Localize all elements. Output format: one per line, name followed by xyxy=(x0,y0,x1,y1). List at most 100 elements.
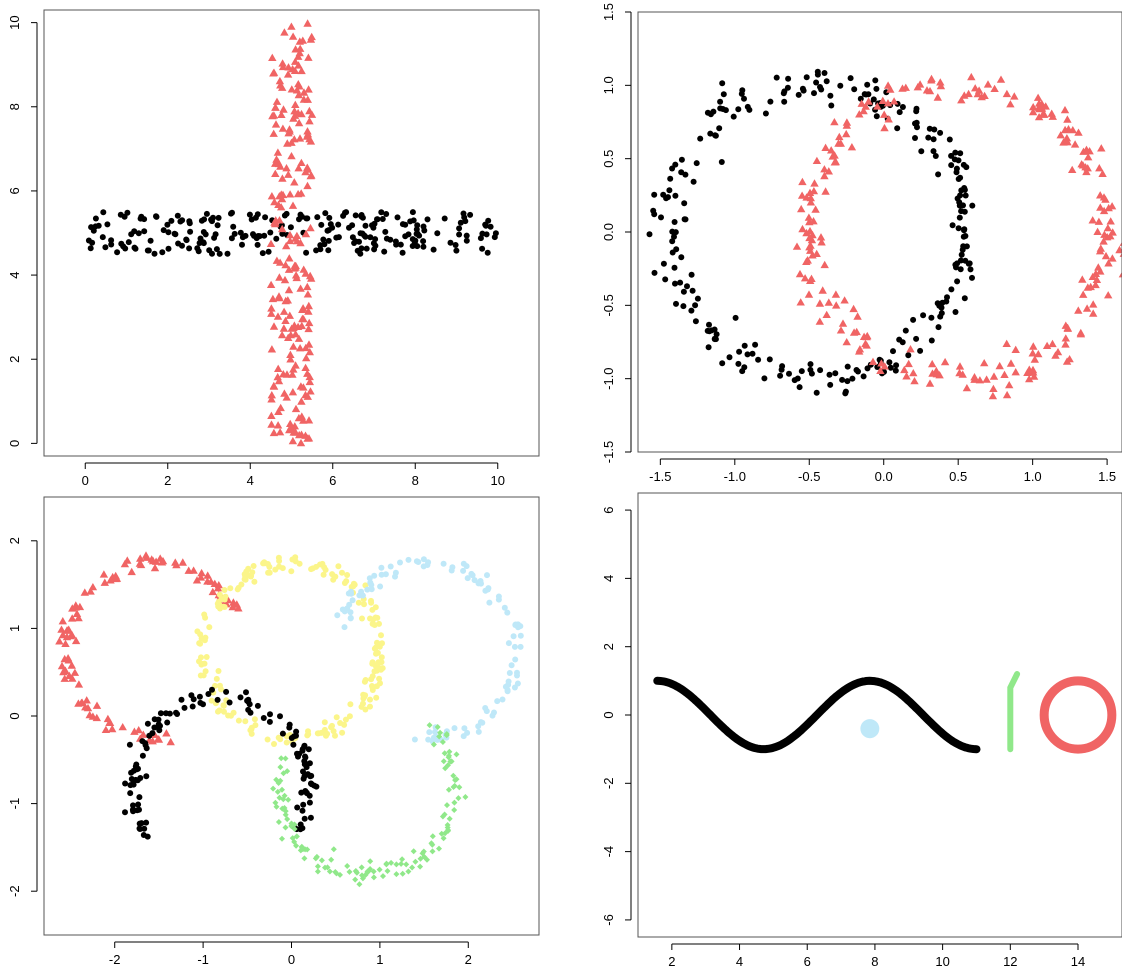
data-point-63 xyxy=(1056,131,1065,139)
data-point-80 xyxy=(1119,241,1122,246)
data-point-41 xyxy=(403,861,410,868)
data-point-221 xyxy=(327,221,334,228)
data-point-95 xyxy=(298,304,308,312)
data-point-179 xyxy=(144,247,151,254)
data-point-193 xyxy=(298,36,307,44)
data-point-186 xyxy=(281,212,288,219)
data-point-52 xyxy=(85,710,94,719)
red-ring xyxy=(1039,676,1117,754)
data-point-104 xyxy=(264,736,271,743)
data-point-58 xyxy=(288,822,295,829)
data-point-100 xyxy=(913,335,920,342)
data-point-74 xyxy=(443,731,450,737)
data-point-154 xyxy=(290,135,299,143)
data-point-22 xyxy=(99,570,109,578)
data-point-191 xyxy=(805,188,815,196)
data-point-67 xyxy=(450,784,457,790)
data-point-44 xyxy=(952,149,959,156)
data-point-126 xyxy=(872,77,879,84)
data-point-189 xyxy=(304,732,311,739)
data-point-94 xyxy=(305,117,314,125)
data-point-28 xyxy=(364,586,371,593)
data-point-225 xyxy=(1074,306,1083,314)
data-point-214 xyxy=(414,230,421,237)
data-point-64 xyxy=(953,264,959,271)
green-segment xyxy=(1007,671,1021,753)
data-point-173 xyxy=(286,355,295,363)
data-point-2 xyxy=(384,868,391,874)
data-point-70 xyxy=(946,136,953,143)
data-point-65 xyxy=(397,559,403,566)
data-point-24 xyxy=(214,696,221,703)
data-point-103 xyxy=(393,871,400,878)
data-point-175 xyxy=(381,248,388,255)
data-point-202 xyxy=(462,218,469,225)
data-point-136 xyxy=(932,153,939,159)
data-point-99 xyxy=(103,714,113,723)
data-point-29 xyxy=(706,321,712,328)
data-point-45 xyxy=(228,602,237,611)
data-point-27 xyxy=(285,254,294,262)
data-point-57 xyxy=(201,660,208,667)
data-point-36 xyxy=(931,126,938,133)
data-point-24 xyxy=(325,247,332,254)
data-point-79 xyxy=(197,568,206,577)
data-point-53 xyxy=(1002,339,1011,347)
data-point-142 xyxy=(957,150,964,157)
data-point-188 xyxy=(795,91,802,98)
data-point-76 xyxy=(651,269,658,276)
data-point-195 xyxy=(1119,252,1122,257)
data-point-98 xyxy=(512,656,519,663)
data-point-202 xyxy=(268,111,277,120)
data-point-65 xyxy=(352,212,359,219)
data-point-4 xyxy=(341,624,348,631)
data-point-37 xyxy=(692,302,699,309)
data-point-23 xyxy=(280,28,289,36)
data-point-196 xyxy=(256,233,263,240)
data-point-104 xyxy=(335,234,342,241)
data-point-195 xyxy=(248,572,255,579)
data-point-82 xyxy=(322,864,328,871)
data-point-204 xyxy=(1079,290,1088,298)
data-point-116 xyxy=(1002,390,1012,399)
x-tick-label: -0.5 xyxy=(798,469,820,484)
data-point-101 xyxy=(276,794,283,801)
data-point-259 xyxy=(707,130,714,137)
data-point-214 xyxy=(1034,350,1043,358)
data-point-181 xyxy=(354,247,361,254)
data-point-98 xyxy=(273,235,280,242)
data-point-139 xyxy=(868,357,878,365)
data-point-16 xyxy=(940,357,950,366)
blue-blob xyxy=(860,719,880,739)
data-point-119 xyxy=(344,863,351,869)
data-point-79 xyxy=(752,341,759,348)
data-point-96 xyxy=(280,275,290,284)
data-point-57 xyxy=(126,741,133,748)
data-point-227 xyxy=(392,238,399,245)
data-point-257 xyxy=(886,359,893,366)
data-point-176 xyxy=(849,328,859,336)
data-point-36 xyxy=(189,703,196,710)
data-point-129 xyxy=(424,216,431,223)
data-point-99 xyxy=(346,601,353,608)
data-point-1 xyxy=(275,273,284,281)
data-point-4 xyxy=(285,796,292,803)
data-point-179 xyxy=(286,419,295,427)
data-point-5 xyxy=(957,257,964,264)
data-point-74 xyxy=(275,294,284,302)
data-point-187 xyxy=(1106,217,1115,225)
data-point-179 xyxy=(800,87,807,94)
data-point-225 xyxy=(141,216,148,223)
data-point-240 xyxy=(719,360,726,367)
data-point-137 xyxy=(337,720,344,726)
data-point-94 xyxy=(62,632,72,641)
data-point-115 xyxy=(318,857,325,864)
data-point-130 xyxy=(397,241,404,248)
data-point-90 xyxy=(215,598,222,605)
data-point-11 xyxy=(876,366,885,374)
data-point-181 xyxy=(373,694,380,701)
data-point-138 xyxy=(287,224,294,231)
data-point-246 xyxy=(912,120,918,127)
data-point-108 xyxy=(1034,113,1044,121)
data-point-134 xyxy=(744,351,751,358)
